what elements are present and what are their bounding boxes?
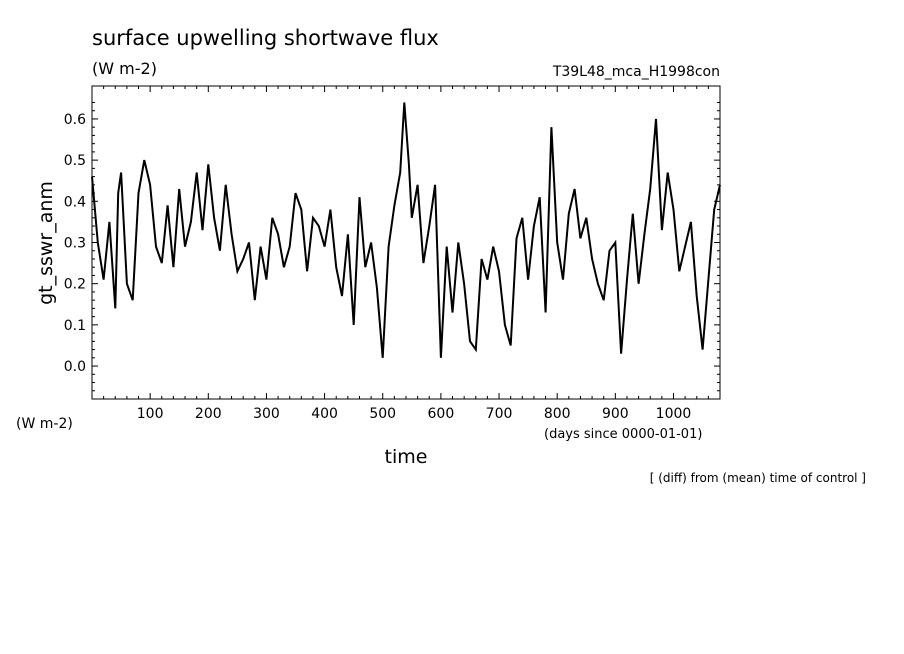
x-axis-unit: (days since 0000-01-01) — [544, 427, 702, 442]
chart-subtitle: (W m-2) — [92, 59, 157, 78]
y-tick-labels: 0.0 0.1 0.2 0.3 0.4 0.5 0.6 — [64, 112, 86, 375]
y-axis-label: gt_sswr_anm — [35, 181, 57, 305]
x-tick-label: 400 — [311, 406, 338, 422]
x-tick-label: 100 — [137, 406, 164, 422]
y-tick-label: 0.1 — [64, 318, 86, 334]
y-tick-label: 0.6 — [64, 112, 86, 128]
y-tick-label: 0.4 — [64, 194, 86, 210]
series-line — [91, 102, 721, 358]
x-tick-label: 900 — [602, 406, 629, 422]
y-tick-label: 0.0 — [64, 359, 86, 375]
x-tick-labels: 100 200 300 400 500 600 700 800 900 1000 — [137, 406, 692, 422]
x-tick-label: 600 — [428, 406, 455, 422]
chart-title: surface upwelling shortwave flux — [92, 26, 439, 50]
y-tick-label: 0.3 — [64, 236, 86, 252]
x-tick-label: 500 — [369, 406, 396, 422]
x-tick-label: 700 — [486, 406, 513, 422]
footnote: [ (diff) from (mean) time of control ] — [650, 471, 866, 485]
x-tick-label: 200 — [195, 406, 222, 422]
run-label: T39L48_mca_H1998con — [552, 64, 720, 80]
y-tick-label: 0.5 — [64, 153, 86, 169]
axis-ticks — [92, 86, 720, 399]
x-axis-label: time — [385, 446, 428, 468]
x-tick-label: 1000 — [656, 406, 692, 422]
y-axis-unit: (W m-2) — [16, 416, 73, 432]
x-tick-label: 300 — [253, 406, 280, 422]
y-tick-label: 0.2 — [64, 277, 86, 293]
x-tick-label: 800 — [544, 406, 571, 422]
